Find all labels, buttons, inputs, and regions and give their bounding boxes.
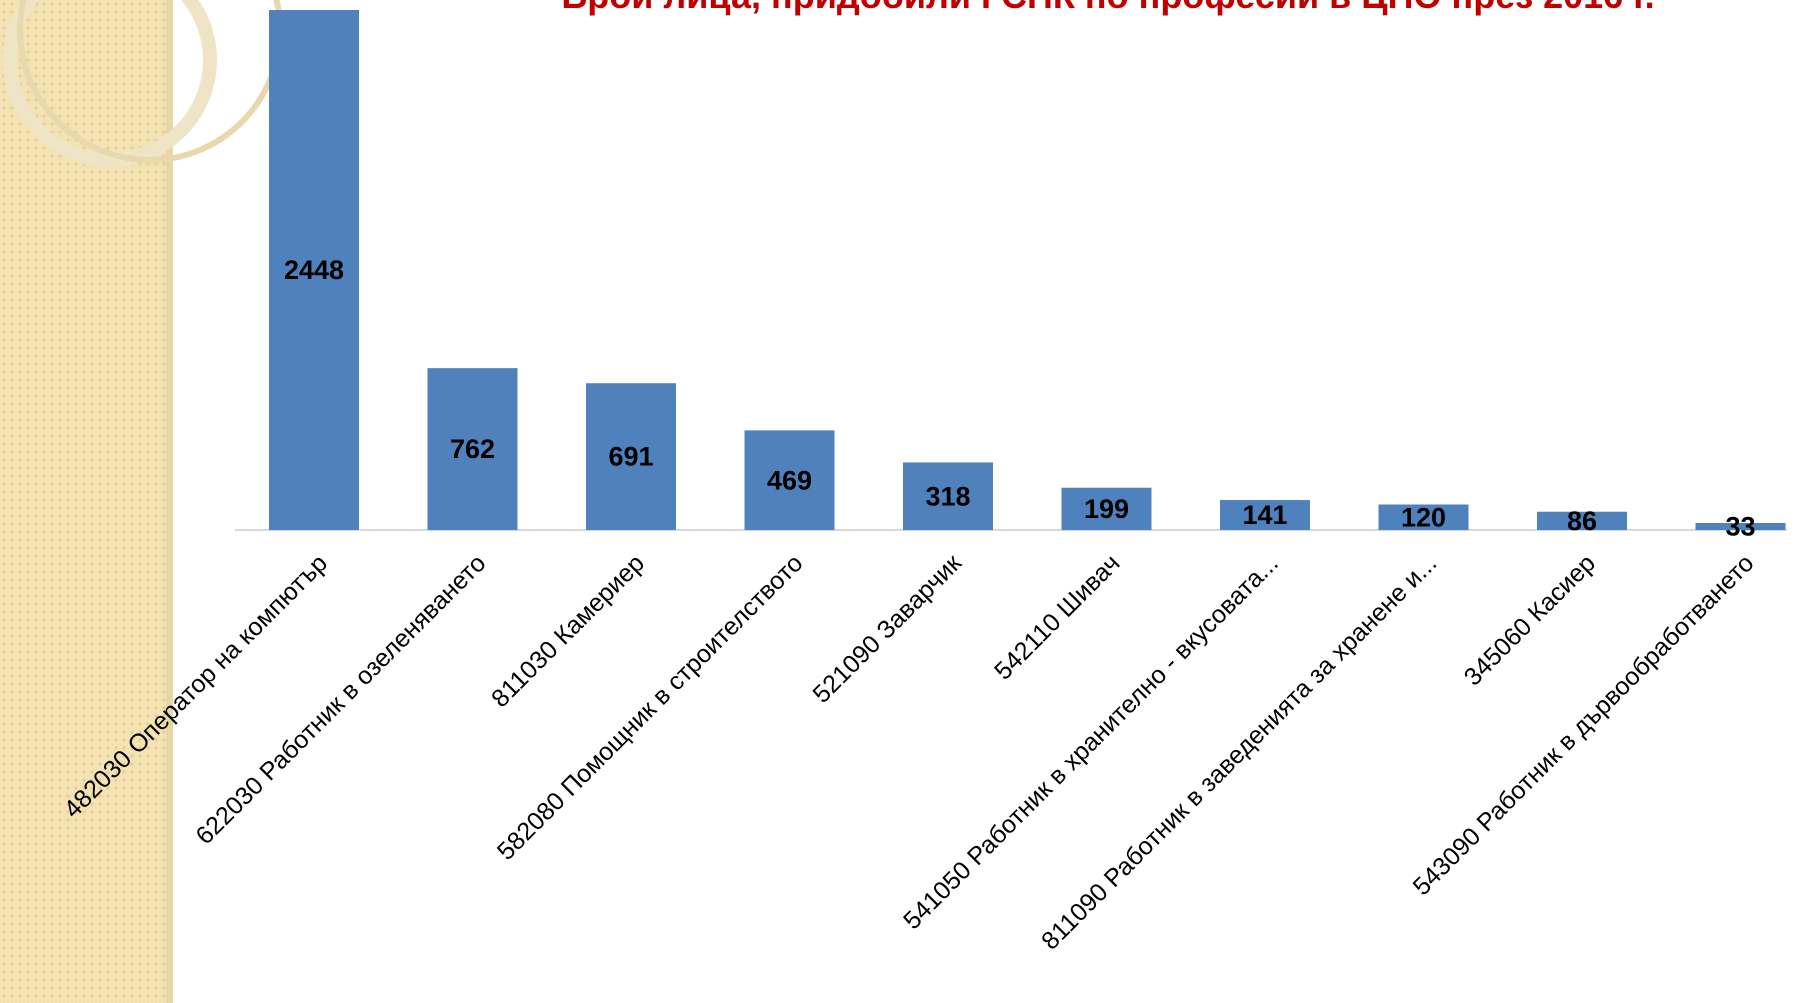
- data-label: 120: [1401, 502, 1446, 532]
- x-tick-label: 541050 Работник в хранително - вкусовата…: [898, 549, 1284, 935]
- chart-title: Брой лица, придобили ГСПК по професии в …: [561, 0, 1654, 16]
- x-tick-label: 542110 Шивач: [989, 549, 1125, 685]
- bar: [1220, 500, 1310, 530]
- data-label: 141: [1242, 500, 1287, 530]
- side-band-edge: [166, 0, 173, 1003]
- bar: [1537, 511, 1627, 530]
- data-label: 2448: [284, 255, 344, 285]
- side-band: [0, 0, 173, 1003]
- bar: [1378, 504, 1469, 530]
- x-tick-label: 543090 Работник в дървообработването: [1408, 549, 1760, 901]
- x-tick-label: 521090 Заварчик: [807, 548, 967, 708]
- bar: [1695, 522, 1786, 530]
- bar: [427, 368, 518, 530]
- x-tick-label: 811030 Камериер: [486, 549, 650, 713]
- x-tick-label: 622030 Работник в озеленяването: [190, 549, 491, 850]
- data-label: 469: [767, 465, 812, 495]
- bar: [903, 462, 993, 530]
- x-tick-label: 345060 Касиер: [1459, 549, 1601, 691]
- bar: [586, 383, 676, 530]
- data-label: 318: [925, 481, 970, 511]
- data-label: 762: [450, 434, 495, 464]
- data-label: 199: [1084, 494, 1129, 524]
- x-tick-label: 582080 Помощник в строителството: [492, 549, 809, 866]
- bar: [1061, 487, 1152, 530]
- bar: [269, 10, 359, 530]
- data-label: 86: [1567, 506, 1597, 536]
- bar: [744, 430, 835, 530]
- data-label: 691: [608, 442, 653, 472]
- ornament: [3, 0, 217, 167]
- data-label: 33: [1725, 512, 1755, 542]
